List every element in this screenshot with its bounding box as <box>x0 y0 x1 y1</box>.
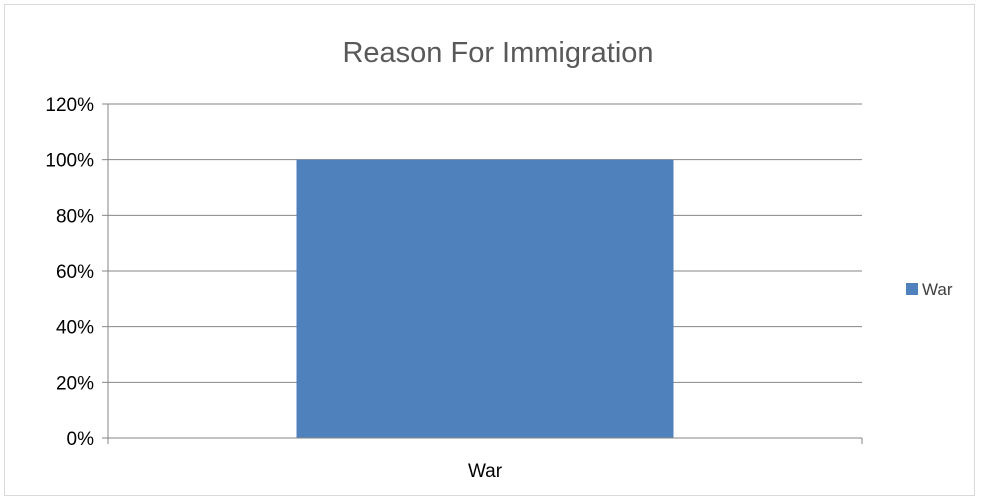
y-tick-label: 100% <box>45 151 94 172</box>
legend-swatch <box>906 283 918 295</box>
y-tick-label: 0% <box>67 429 95 450</box>
chart-title: Reason For Immigration <box>342 37 653 69</box>
bars <box>296 159 674 438</box>
y-tick-label: 60% <box>56 262 94 283</box>
y-tick-label: 20% <box>56 373 94 394</box>
x-axis-ticks: War <box>107 438 863 482</box>
bar-war <box>296 159 674 438</box>
x-tick-label: War <box>468 461 503 482</box>
y-axis-ticks: 0% 20% 40% 60% 80% 100% 120% <box>45 95 108 450</box>
axes <box>107 104 862 439</box>
y-tick-label: 80% <box>56 206 94 227</box>
y-tick-label: 40% <box>56 318 94 339</box>
legend: War <box>906 280 953 299</box>
y-tick-label: 120% <box>45 95 94 116</box>
legend-label: War <box>922 280 953 299</box>
